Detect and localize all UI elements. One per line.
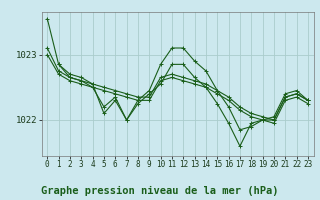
Text: Graphe pression niveau de la mer (hPa): Graphe pression niveau de la mer (hPa) xyxy=(41,186,279,196)
